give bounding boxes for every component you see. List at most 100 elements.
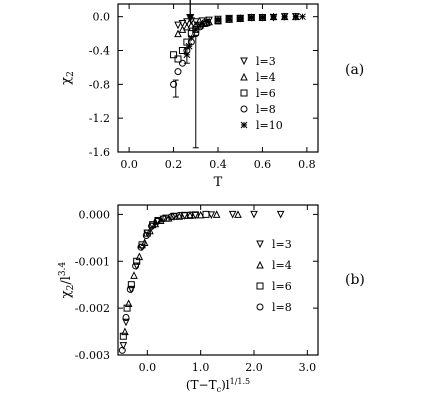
legend-marker [240,57,248,66]
data-point-series-4 [148,222,156,230]
y-tick-label: -0.4 [89,45,110,58]
data-point-series-3 [181,211,189,219]
legend-marker [240,72,248,81]
x-tick-label: 0.8 [298,158,316,171]
x-tick-label: 0.0 [139,361,157,374]
y-tick-label: -0.002 [75,302,110,315]
data-point-series-3 [133,257,141,265]
legend-label: l=4 [272,259,292,272]
data-point-series-3 [183,38,191,46]
x-tick-label: 0.2 [165,158,183,171]
data-point-series-5 [187,34,195,42]
data-point-series-4 [132,262,140,270]
data-point-series-4 [159,215,167,223]
data-point-series-5 [183,51,191,59]
data-point-series-5 [281,13,289,21]
data-point-series-1 [207,211,216,219]
legend-marker [256,240,264,249]
data-point-series-5 [247,14,255,21]
data-point-series-1 [250,210,258,219]
data-point-series-4 [118,346,126,354]
data-point-series-2 [130,271,138,279]
x-tick-label: 0.0 [120,158,138,171]
data-point-series-1 [228,210,237,219]
x-tick-label: 1.0 [192,361,210,374]
data-point-series-4 [153,217,161,225]
legend-marker [256,303,264,311]
x-tick-label: 2.0 [245,361,263,374]
data-point-series-4 [122,314,130,321]
plot-frame [117,3,319,153]
data-point-series-3 [174,55,182,63]
data-point-series-2 [187,21,196,29]
x-tick-label: 0.4 [209,158,227,171]
data-point-series-5 [236,15,244,22]
legend-label: l=8 [272,301,292,314]
legend-marker [256,260,264,269]
legend-label: l=6 [272,280,292,293]
data-point-series-4 [186,211,194,219]
data-point-series-3 [178,47,186,55]
legend-marker [240,89,248,97]
legend-label: l=8 [256,103,276,116]
data-point-series-3 [191,211,199,219]
y-tick-label: -0.8 [89,78,110,91]
data-point-series-4 [174,68,182,76]
panel-b-plot: 0.0 1.0 2.0 3.0 0.000 -0.001 -0.002 -0.003 (T−Tc… [58,204,319,394]
data-point-series-2 [174,29,182,38]
data-point-series-3 [119,332,127,340]
data-point-series-1 [276,210,285,219]
y-tick-label: -0.003 [75,349,110,362]
data-point-series-1 [183,18,191,26]
data-point-series-2 [212,210,221,218]
legend-marker [240,105,248,113]
data-point-series-4 [167,213,175,221]
panel-a-plot: 0.0 0.2 0.4 0.6 0.8 0.0 -0.4 -0.8 -1.2 -1.6 Tχ2 l=3… [59,0,319,190]
y-axis-label: χ2 [59,71,76,85]
data-point-series-3 [202,210,210,218]
plot-frame [117,204,319,356]
data-point-series-2 [196,210,205,219]
legend-label: l=3 [272,238,292,251]
data-point-series-4 [170,80,178,88]
data-point-series-5 [203,18,211,26]
y-tick-label: -1.2 [89,112,110,125]
y-tick-label: 0.000 [79,208,111,221]
panel-b-tag: (b) [345,272,365,288]
data-point-series-1 [122,318,130,327]
data-point-series-1 [119,342,128,350]
data-point-series-2 [183,22,191,31]
data-point-series-4 [175,211,183,219]
data-point-series-3 [123,304,131,312]
data-point-series-5 [270,13,277,21]
data-point-series-5 [196,21,204,29]
x-axis-label: (T−Tc)l1/1.5 [186,377,250,394]
x-tick-label: 0.6 [254,158,272,171]
data-point-series-1 [174,21,182,30]
data-point-series-5 [225,15,233,23]
data-point-series-1 [178,19,187,28]
critical-arrow-head [186,14,195,23]
data-point-series-5 [185,42,193,50]
data-point-series-2 [234,210,242,218]
legend-marker [256,282,264,290]
legend-label: l=3 [256,55,276,68]
legend-label: l=6 [256,87,276,100]
data-point-series-2 [124,299,133,307]
data-point-series-5 [299,13,306,21]
data-point-series-3 [170,212,178,220]
panel-a-tag: (a) [345,62,365,78]
data-point-series-2 [121,327,129,336]
data-point-series-5 [259,14,266,21]
legend-label: l=10 [256,119,283,132]
data-point-series-4 [137,243,145,251]
data-point-series-3 [149,221,157,229]
data-point-series-2 [175,212,184,220]
y-axis-label: χ2/l3.4 [58,261,76,298]
data-point-series-3 [127,281,135,289]
x-tick-label: 3.0 [299,361,317,374]
data-point-series-4 [142,231,150,239]
data-point-series-4 [126,285,134,293]
